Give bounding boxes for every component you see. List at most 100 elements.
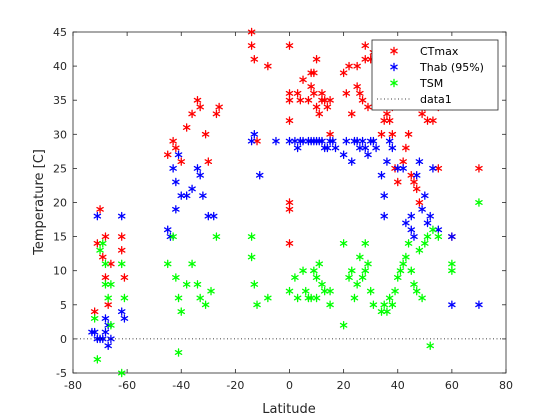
point-thab-95 [163, 225, 172, 235]
point-tsm [383, 307, 391, 316]
point-thab-95 [255, 170, 264, 180]
point-tsm [212, 232, 221, 241]
point-thab-95 [429, 164, 437, 173]
legend-swatch-ctmax [390, 46, 398, 56]
point-thab-95 [423, 218, 432, 228]
point-thab-95 [399, 164, 407, 173]
point-tsm [353, 280, 361, 289]
point-tsm [247, 252, 256, 262]
point-ctmax [345, 61, 353, 71]
point-ctmax [285, 41, 294, 50]
point-thab-95 [272, 136, 280, 146]
point-tsm [207, 286, 215, 296]
point-thab-95 [196, 170, 204, 180]
point-tsm [90, 314, 99, 323]
point-thab-95 [101, 314, 110, 323]
point-ctmax [247, 27, 256, 37]
point-ctmax [318, 89, 326, 98]
point-thab-95 [415, 157, 424, 166]
point-thab-95 [361, 143, 370, 153]
point-thab-95 [93, 211, 102, 221]
point-ctmax [285, 89, 294, 98]
point-thab-95 [174, 150, 183, 160]
point-thab-95 [101, 327, 110, 337]
point-ctmax [353, 61, 361, 71]
point-thab-95 [358, 136, 367, 146]
point-tsm [361, 239, 370, 248]
point-ctmax [404, 130, 413, 139]
point-thab-95 [318, 136, 326, 146]
legend-label-tsm: TSM [419, 77, 443, 90]
point-thab-95 [388, 143, 397, 153]
point-tsm [291, 273, 299, 282]
point-tsm [312, 273, 321, 282]
point-thab-95 [347, 157, 356, 166]
point-tsm [163, 259, 172, 269]
point-tsm [339, 239, 348, 248]
point-tsm [174, 293, 183, 303]
point-tsm [93, 355, 102, 364]
y-axis-label: Temperature [C] [32, 149, 47, 256]
x-tick-label: 60 [445, 379, 459, 392]
point-thab-95 [475, 300, 483, 310]
point-ctmax [415, 198, 424, 207]
point-tsm [358, 273, 367, 282]
point-ctmax [315, 109, 324, 119]
point-tsm [96, 245, 104, 255]
point-thab-95 [418, 205, 426, 214]
point-ctmax [312, 55, 321, 64]
point-ctmax [96, 205, 104, 214]
point-tsm [285, 286, 294, 296]
point-tsm [264, 293, 272, 303]
point-tsm [201, 300, 210, 310]
point-ctmax [120, 273, 129, 282]
point-ctmax [204, 157, 213, 166]
point-thab-95 [107, 334, 115, 344]
point-ctmax [117, 232, 126, 241]
y-tick-label: 30 [53, 128, 67, 141]
point-ctmax [90, 307, 99, 316]
point-thab-95 [172, 205, 180, 214]
x-tick-label: -40 [172, 379, 190, 392]
y-tick-label: 35 [53, 94, 67, 107]
point-ctmax [412, 184, 421, 194]
point-thab-95 [410, 232, 418, 241]
point-thab-95 [383, 157, 391, 166]
point-ctmax [312, 102, 321, 112]
point-tsm [402, 252, 410, 262]
y-tick-label: 0 [60, 333, 67, 346]
point-ctmax [299, 75, 307, 84]
point-tsm [247, 232, 256, 241]
point-tsm [361, 266, 370, 275]
point-thab-95 [372, 143, 380, 153]
point-thab-95 [209, 211, 218, 221]
point-ctmax [358, 95, 367, 105]
point-thab-95 [117, 211, 126, 221]
point-ctmax [323, 102, 332, 112]
point-thab-95 [380, 211, 388, 221]
legend-swatch-tsm [390, 78, 398, 88]
point-tsm [426, 341, 434, 350]
x-tick-label: 20 [337, 379, 351, 392]
point-thab-95 [377, 170, 386, 180]
point-ctmax [201, 130, 210, 139]
point-ctmax [250, 55, 259, 64]
point-ctmax [418, 109, 426, 119]
point-ctmax [296, 95, 305, 105]
point-ctmax [247, 41, 256, 50]
point-tsm [101, 259, 110, 269]
point-tsm [107, 321, 115, 330]
point-ctmax [285, 95, 294, 105]
point-ctmax [307, 82, 315, 91]
point-thab-95 [339, 150, 348, 160]
point-ctmax [285, 239, 294, 248]
point-ctmax [326, 130, 334, 139]
point-ctmax [177, 157, 186, 166]
point-thab-95 [99, 334, 107, 344]
point-tsm [293, 293, 302, 303]
point-tsm [434, 232, 443, 241]
point-thab-95 [412, 170, 421, 180]
y-axis-ticks: -5 0 5 10 15 20 25 30 35 40 45 [53, 26, 506, 380]
point-tsm [326, 300, 334, 310]
point-ctmax [193, 95, 202, 105]
